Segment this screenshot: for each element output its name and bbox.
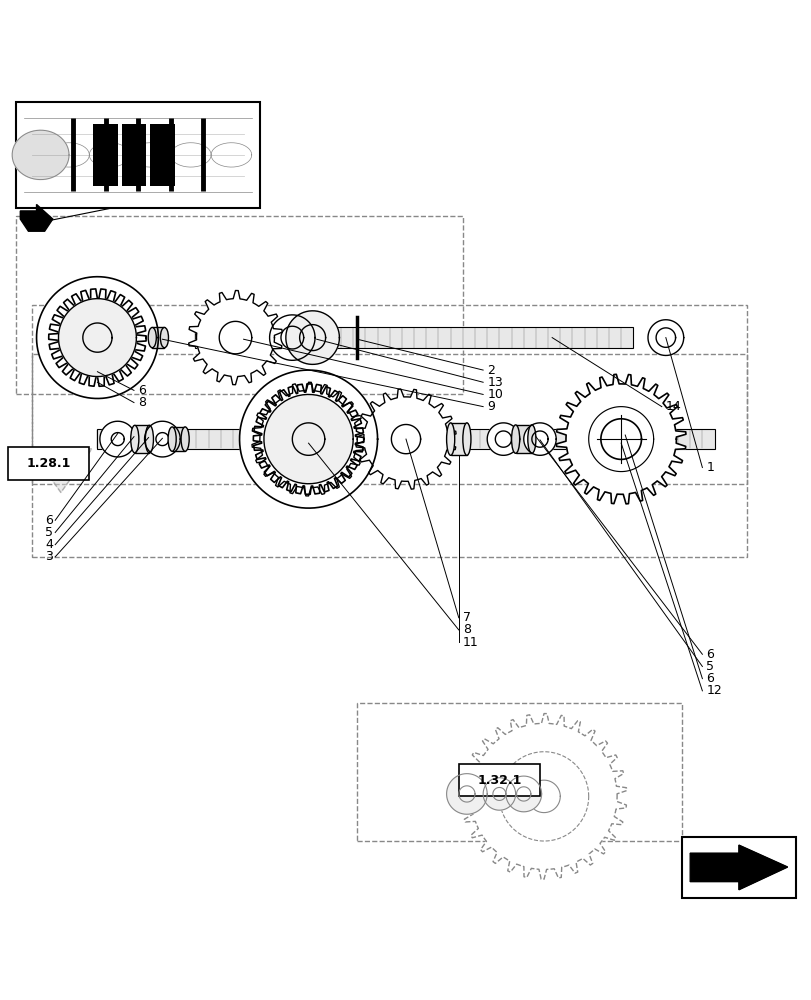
Bar: [152, 327, 164, 348]
Text: 8: 8: [462, 623, 470, 636]
Polygon shape: [264, 394, 353, 484]
Bar: [16, 102, 260, 208]
Polygon shape: [647, 320, 683, 355]
Bar: [681, 837, 795, 898]
Text: 5: 5: [706, 660, 714, 673]
Text: 1: 1: [706, 461, 714, 474]
Bar: [195, 327, 633, 348]
Text: 5: 5: [45, 526, 53, 539]
Text: 7: 7: [462, 611, 470, 624]
Ellipse shape: [446, 423, 454, 455]
Polygon shape: [461, 714, 626, 879]
Text: 6: 6: [706, 672, 714, 685]
Bar: [32, 305, 746, 484]
Ellipse shape: [462, 423, 470, 455]
Polygon shape: [689, 845, 787, 890]
Text: 12: 12: [706, 684, 721, 697]
Bar: [458, 764, 539, 796]
Text: 4: 4: [45, 538, 53, 551]
Bar: [515, 425, 531, 453]
Ellipse shape: [511, 425, 519, 453]
Bar: [32, 354, 746, 557]
Ellipse shape: [168, 427, 176, 451]
Polygon shape: [487, 423, 519, 455]
Polygon shape: [188, 291, 282, 385]
Ellipse shape: [181, 427, 189, 451]
Bar: [97, 429, 714, 449]
Bar: [172, 427, 185, 451]
Polygon shape: [269, 315, 315, 360]
Text: 2: 2: [487, 364, 495, 377]
Text: 14: 14: [665, 400, 680, 413]
Text: 3: 3: [45, 550, 53, 563]
Bar: [122, 124, 146, 186]
Bar: [150, 124, 174, 186]
Bar: [16, 216, 462, 394]
Ellipse shape: [148, 327, 156, 348]
Text: 9: 9: [487, 400, 495, 413]
Polygon shape: [556, 374, 685, 504]
Text: 8: 8: [138, 396, 146, 409]
Polygon shape: [12, 130, 69, 180]
Polygon shape: [36, 277, 158, 398]
Text: 10: 10: [487, 388, 503, 401]
Text: 1.28.1: 1.28.1: [27, 457, 71, 470]
Polygon shape: [523, 423, 556, 455]
Bar: [357, 703, 681, 841]
Ellipse shape: [145, 425, 153, 453]
Polygon shape: [239, 370, 377, 508]
Bar: [450, 423, 466, 455]
Polygon shape: [144, 421, 180, 457]
Ellipse shape: [527, 425, 535, 453]
Text: 1.32.1: 1.32.1: [477, 774, 521, 787]
Polygon shape: [483, 778, 515, 810]
Text: 6: 6: [45, 514, 53, 527]
Bar: [93, 124, 118, 186]
Polygon shape: [251, 382, 365, 496]
Polygon shape: [446, 774, 487, 814]
Text: 11: 11: [462, 636, 478, 649]
Ellipse shape: [131, 425, 139, 453]
Ellipse shape: [161, 327, 169, 348]
Polygon shape: [355, 389, 456, 489]
Polygon shape: [58, 299, 136, 377]
Bar: [8, 447, 89, 480]
Polygon shape: [30, 449, 92, 492]
Text: 6: 6: [706, 648, 714, 661]
Bar: [135, 425, 149, 453]
Text: 13: 13: [487, 376, 502, 389]
Polygon shape: [505, 776, 541, 812]
Polygon shape: [20, 204, 53, 231]
Polygon shape: [285, 311, 339, 364]
Polygon shape: [100, 421, 135, 457]
Text: 6: 6: [138, 384, 146, 397]
